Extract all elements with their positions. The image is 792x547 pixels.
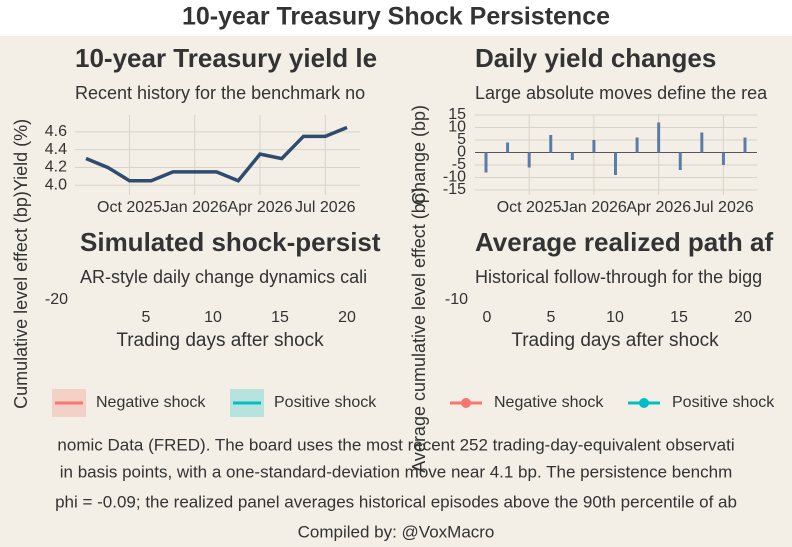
legend-key	[639, 398, 649, 408]
bar	[592, 140, 596, 153]
legend-key	[461, 398, 471, 408]
x-tick-label: 5	[142, 309, 151, 326]
x-tick-label: 15	[271, 309, 289, 326]
y-tick-label: 4.0	[45, 176, 67, 193]
y-axis-label: Average cumulative level effect (bp)	[409, 187, 429, 473]
panel-title: Daily yield changes	[475, 43, 716, 73]
x-tick-label: Oct 2025	[497, 199, 562, 216]
y-tick-label: -10	[445, 291, 468, 308]
panel-subtitle: Historical follow-through for the bigg	[475, 267, 762, 287]
y-tick-label: 5	[457, 131, 466, 148]
x-tick-label: 10	[204, 309, 222, 326]
x-tick-label: 20	[338, 309, 356, 326]
bar	[721, 152, 725, 165]
x-tick-label: Oct 2025	[97, 199, 162, 216]
panel-subtitle: AR-style daily change dynamics cali	[80, 267, 367, 287]
bar	[700, 132, 704, 153]
panel-title: Average realized path af	[475, 227, 773, 257]
x-tick-label: Jul 2026	[693, 199, 754, 216]
x-tick-label: Jul 2026	[295, 199, 356, 216]
panel-subtitle: Large absolute moves define the rea	[475, 83, 768, 103]
y-tick-label: 4.2	[45, 159, 67, 176]
x-tick-label: 15	[670, 309, 688, 326]
y-tick-label: 0	[457, 144, 466, 161]
title-band	[0, 0, 792, 36]
line-series	[85, 125, 348, 183]
panel-title: 10-year Treasury yield le	[75, 43, 377, 73]
y-tick-label: 4.6	[45, 123, 67, 140]
caption: nomic Data (FRED). The board uses the mo…	[57, 435, 734, 454]
bar	[527, 152, 531, 168]
caption: phi = -0.09; the realized panel averages…	[55, 492, 737, 511]
y-tick-label: 4.4	[45, 141, 67, 158]
y-tick-label: -20	[45, 291, 68, 308]
caption: in basis points, with a one-standard-dev…	[60, 462, 733, 481]
y-tick-label: -5	[452, 156, 466, 173]
bar	[484, 152, 488, 173]
x-tick-label: 5	[547, 309, 556, 326]
bar	[635, 137, 639, 153]
x-tick-label: 0	[483, 309, 492, 326]
legend-label: Positive shock	[274, 394, 377, 411]
x-tick-label: Jan 2026	[561, 199, 627, 216]
legend-label: Negative shock	[494, 394, 604, 411]
y-tick-label: 10	[448, 119, 466, 136]
credit: Compiled by: @VoxMacro	[298, 522, 495, 541]
x-tick-label: Apr 2026	[626, 199, 691, 216]
panel-subtitle: Recent history for the benchmark no	[75, 83, 365, 103]
bar	[549, 135, 553, 153]
x-axis-label: Trading days after shock	[511, 330, 719, 351]
y-axis-label: Yield (%)	[11, 119, 31, 191]
bar	[570, 152, 574, 160]
bar	[743, 137, 747, 153]
bar	[657, 122, 661, 153]
panel-title: Simulated shock-persist	[80, 227, 381, 257]
bar	[506, 142, 510, 153]
bar	[614, 152, 617, 175]
y-axis-label: Change (bp)	[409, 105, 429, 205]
page-title: 10-year Treasury Shock Persistence	[182, 3, 610, 31]
bar	[678, 152, 682, 170]
legend-label: Positive shock	[672, 394, 775, 411]
legend-label: Negative shock	[96, 394, 206, 411]
x-tick-label: 10	[606, 309, 624, 326]
x-tick-label: Jan 2026	[162, 199, 228, 216]
y-tick-label: 15	[448, 106, 466, 123]
y-tick-label: -10	[443, 169, 466, 186]
x-axis-label: Trading days after shock	[116, 330, 324, 351]
y-axis-label: Cumulative level effect (bp)	[11, 191, 31, 409]
x-tick-label: Apr 2026	[228, 199, 293, 216]
y-tick-label: -15	[443, 181, 466, 198]
x-tick-label: 20	[734, 309, 752, 326]
